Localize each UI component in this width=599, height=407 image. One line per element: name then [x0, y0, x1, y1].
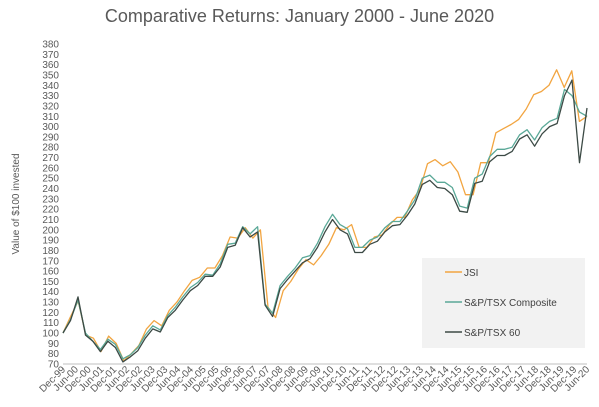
- y-tick-label: 380: [42, 40, 59, 51]
- y-tick-label: 110: [43, 318, 59, 329]
- y-tick-label: 80: [48, 349, 60, 360]
- y-tick-label: 240: [42, 184, 59, 195]
- y-tick-label: 100: [42, 329, 59, 340]
- y-tick-label: 200: [42, 225, 59, 236]
- legend: JSI S&P/TSX Composite S&P/TSX 60: [445, 268, 557, 339]
- y-tick-label: 370: [42, 50, 59, 61]
- y-tick-label: 140: [42, 287, 59, 298]
- y-tick-label: 360: [42, 60, 59, 71]
- y-tick-label: 250: [42, 174, 59, 185]
- y-tick-label: 160: [42, 267, 59, 278]
- y-axis-ticks: 7080901001101201301401501601701801902002…: [42, 40, 59, 371]
- y-tick-label: 90: [48, 339, 60, 350]
- y-tick-label: 300: [42, 122, 59, 133]
- y-tick-label: 280: [42, 143, 59, 154]
- legend-label: JSI: [464, 268, 478, 279]
- legend-label: S&P/TSX Composite: [464, 298, 557, 309]
- y-tick-label: 220: [42, 205, 59, 216]
- series-line-0: [62, 69, 588, 362]
- y-tick-label: 330: [42, 91, 59, 102]
- series-lines: [62, 69, 588, 363]
- y-tick-label: 130: [42, 298, 59, 309]
- y-tick-label: 290: [42, 132, 59, 143]
- y-tick-label: 120: [42, 308, 59, 319]
- legend-label: S&P/TSX 60: [464, 328, 521, 339]
- y-tick-label: 270: [42, 153, 59, 164]
- y-tick-label: 230: [42, 194, 59, 205]
- y-axis-label: Value of $100 invested: [11, 153, 22, 254]
- y-tick-label: 320: [42, 101, 59, 112]
- series-line-1: [62, 88, 588, 360]
- y-tick-label: 190: [42, 236, 59, 247]
- y-tick-label: 180: [42, 246, 59, 257]
- y-tick-label: 70: [48, 360, 60, 371]
- y-tick-label: 260: [42, 163, 59, 174]
- y-tick-label: 340: [42, 81, 59, 92]
- y-tick-label: 170: [42, 256, 59, 267]
- x-axis-ticks: Dec-99Jun-00Dec-00Jun-01Dec-01Jun-02Dec-…: [38, 364, 593, 395]
- series-line-2: [62, 79, 588, 363]
- legend-box: [422, 258, 585, 348]
- y-tick-label: 210: [42, 215, 59, 226]
- y-tick-label: 350: [42, 70, 59, 81]
- chart-title: Comparative Returns: January 2000 - June…: [104, 6, 495, 26]
- y-tick-label: 310: [42, 112, 59, 123]
- y-tick-label: 150: [42, 277, 59, 288]
